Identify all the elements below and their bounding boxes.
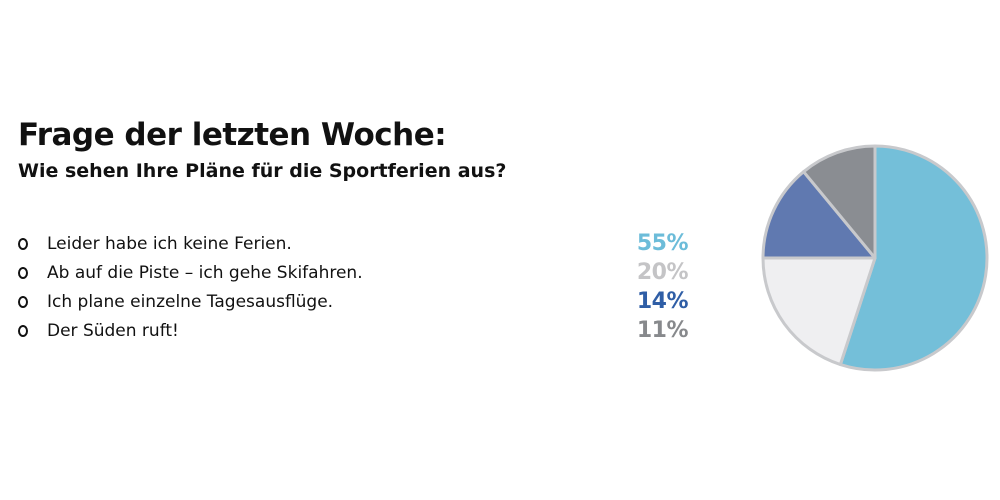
page-subtitle: Wie sehen Ihre Pläne für die Sportferien… [18, 160, 507, 182]
poll-option-label: Der Süden ruft! [47, 321, 179, 341]
radio-circle-icon[interactable] [18, 296, 28, 308]
poll-option-2[interactable]: Ab auf die Piste – ich gehe Skifahren. 2… [18, 260, 689, 290]
poll-option-percentage: 55% [636, 231, 689, 256]
poll-option-percentage: 14% [636, 289, 689, 314]
poll-option-percentage: 11% [636, 318, 689, 343]
pie-slice-1 [838, 144, 989, 372]
poll-option-1[interactable]: Leider habe ich keine Ferien. 55% [18, 231, 689, 261]
poll-option-label: Ab auf die Piste – ich gehe Skifahren. [47, 263, 363, 283]
radio-circle-icon[interactable] [18, 325, 28, 337]
page-title: Frage der letzten Woche: [18, 117, 447, 153]
radio-circle-icon[interactable] [18, 238, 28, 250]
poll-option-percentage: 20% [636, 260, 689, 285]
pie-slice-3 [761, 170, 877, 260]
pie-slice-4 [802, 144, 877, 260]
radio-circle-icon[interactable] [18, 267, 28, 279]
pie-chart [761, 144, 989, 372]
poll-option-4[interactable]: Der Süden ruft! 11% [18, 318, 689, 348]
poll-option-label: Ich plane einzelne Tagesausflüge. [47, 292, 334, 312]
poll-option-label: Leider habe ich keine Ferien. [47, 234, 292, 254]
poll-options: Leider habe ich keine Ferien. 55% Ab auf… [18, 231, 689, 348]
pie-slice-2 [761, 256, 877, 367]
poll-option-3[interactable]: Ich plane einzelne Tagesausflüge. 14% [18, 289, 689, 319]
